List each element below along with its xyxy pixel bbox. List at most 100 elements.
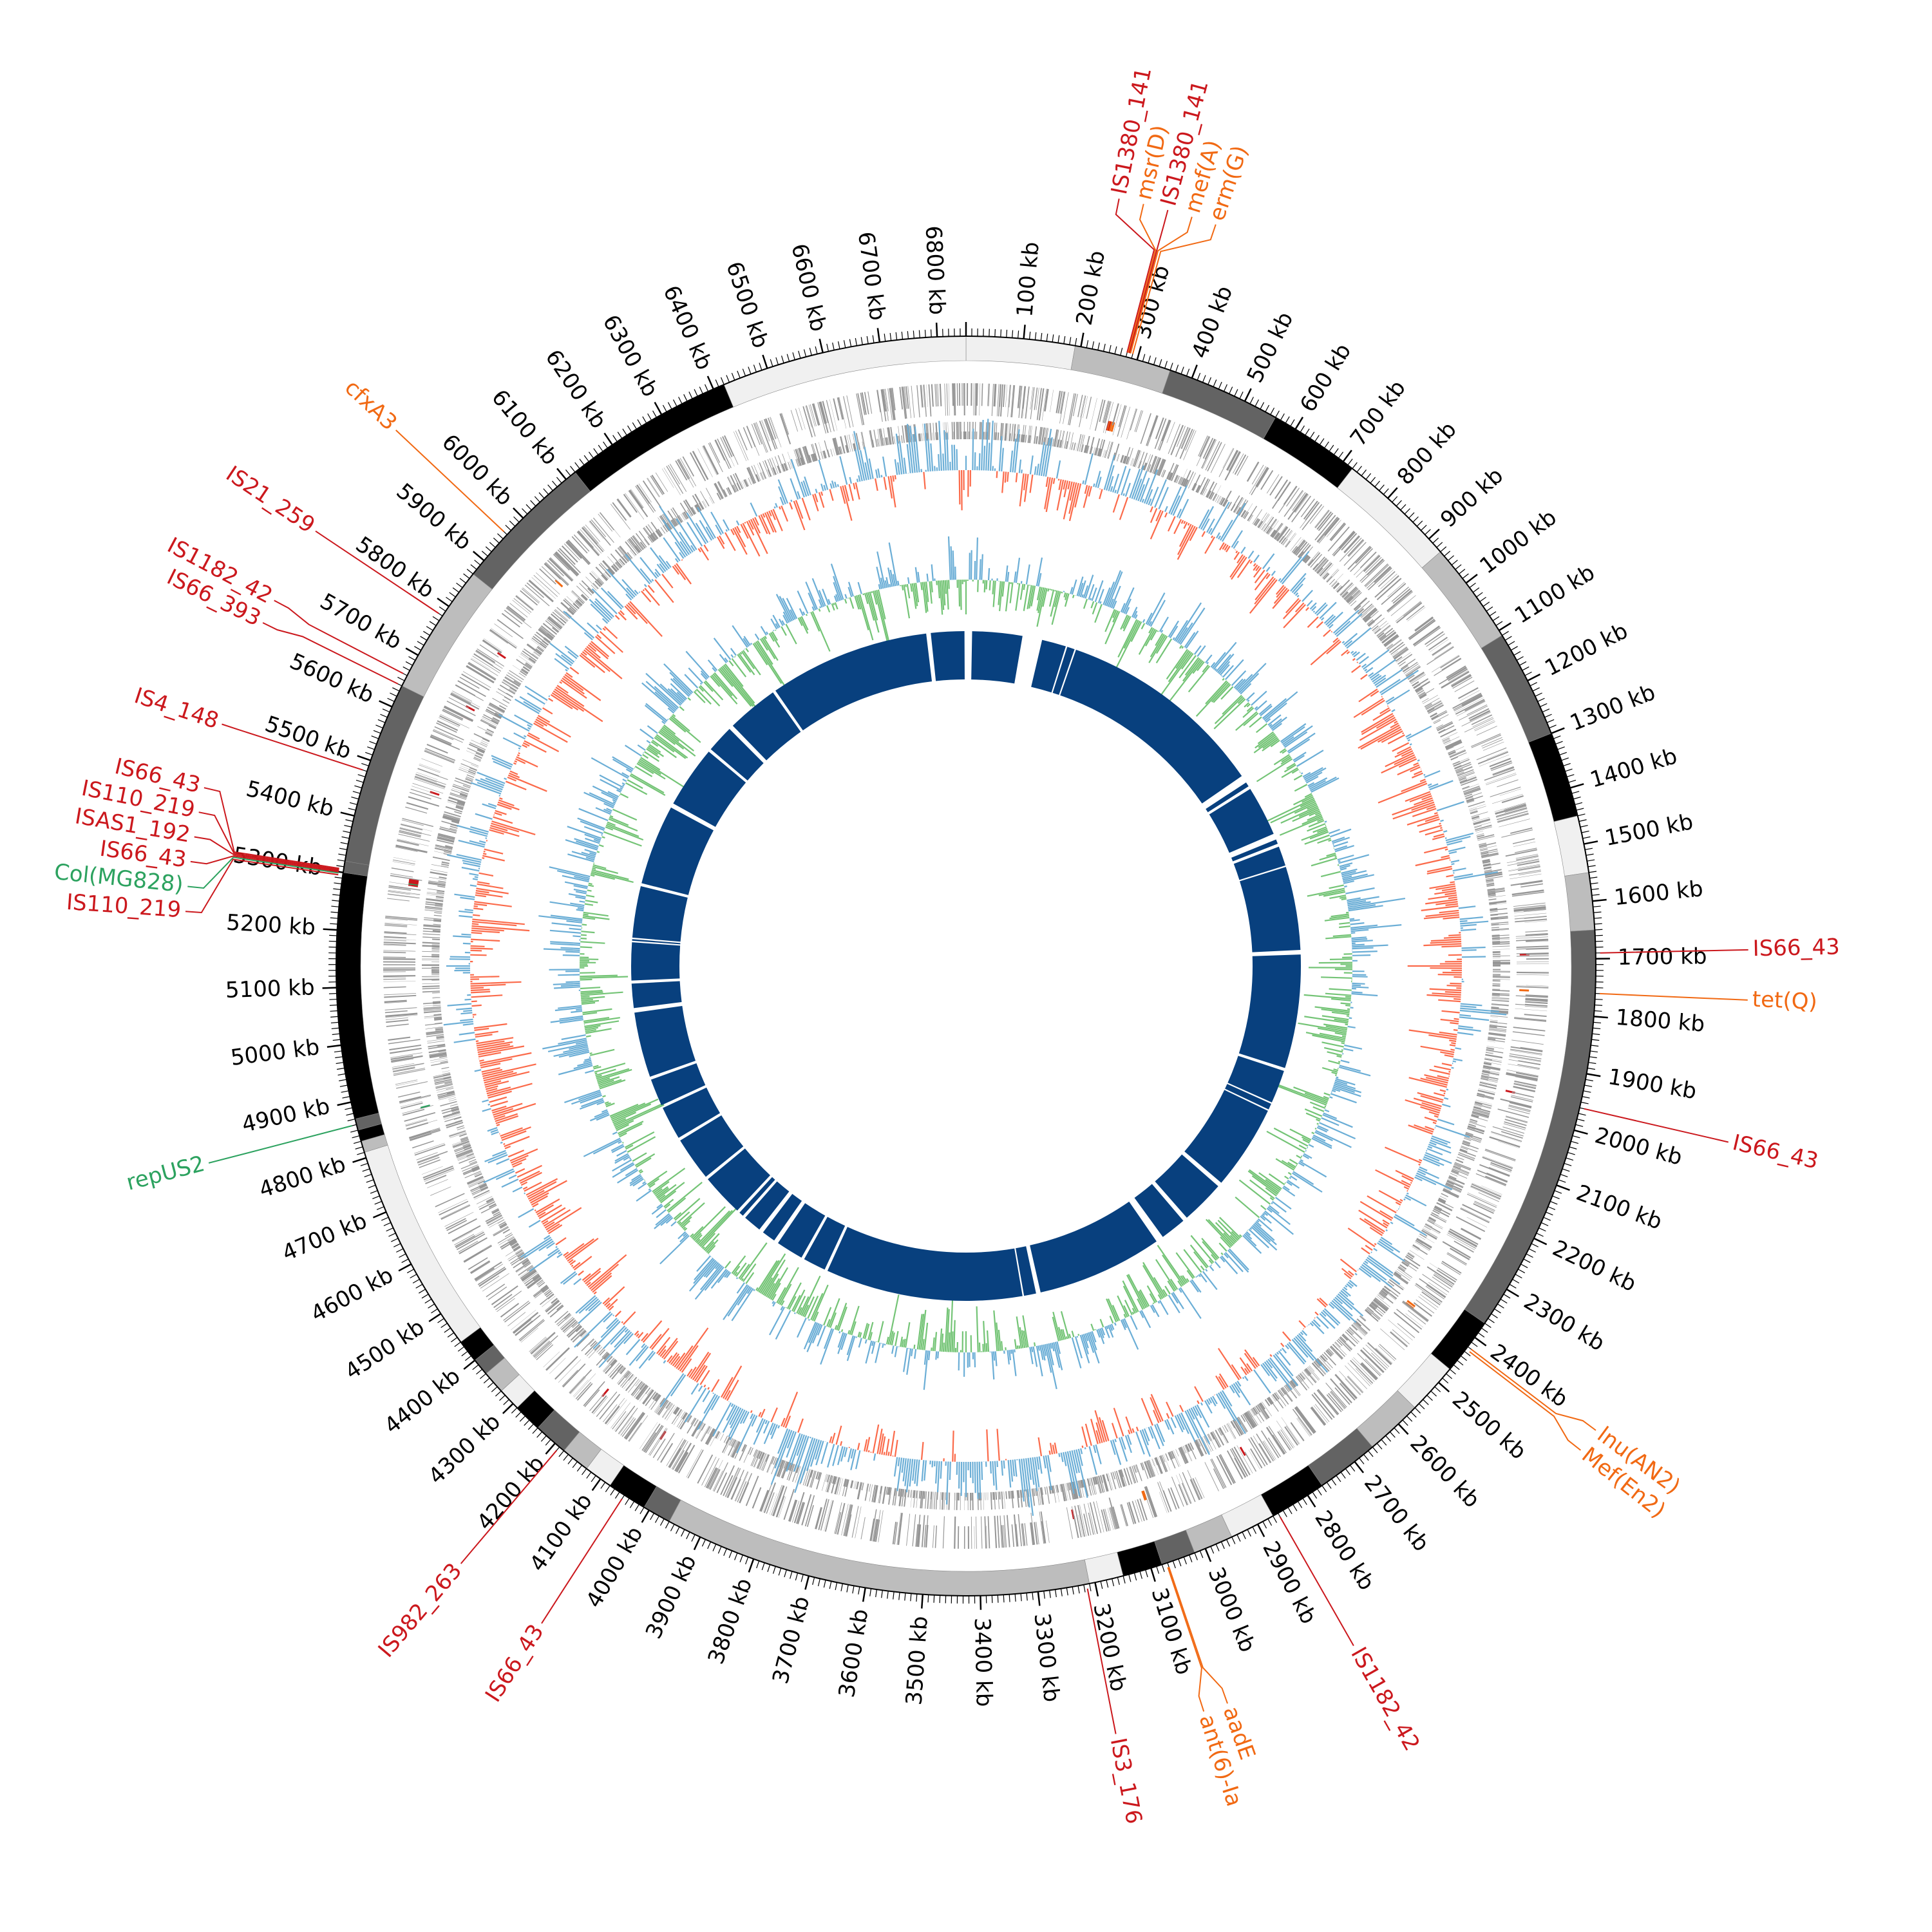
minor-tick: [1589, 1056, 1597, 1059]
minor-tick: [417, 641, 424, 646]
minor-tick: [373, 730, 381, 734]
gc-skew-positive: [443, 419, 1507, 1516]
feature-leader-line: [1167, 1567, 1205, 1712]
minor-tick: [1589, 871, 1597, 873]
minor-tick: [753, 365, 757, 372]
major-tick: [1387, 487, 1398, 499]
minor-tick: [339, 848, 347, 850]
major-tick: [1294, 417, 1304, 430]
minor-tick: [1425, 529, 1431, 535]
minor-tick: [1290, 419, 1295, 427]
minor-tick: [712, 1544, 717, 1551]
minor-tick: [368, 1184, 376, 1189]
minor-tick: [875, 1589, 878, 1598]
contig-segment: [965, 336, 1075, 370]
minor-tick: [1524, 671, 1532, 676]
minor-tick: [362, 1168, 370, 1172]
gc-content-above-mean: [538, 536, 1406, 1390]
minor-tick: [330, 911, 339, 913]
minor-tick: [393, 1243, 401, 1247]
major-tick: [1506, 1288, 1519, 1298]
minor-tick: [1430, 1390, 1437, 1397]
minor-tick: [1540, 1222, 1549, 1226]
minor-tick: [503, 1399, 509, 1405]
major-tick: [322, 987, 337, 989]
minor-tick: [715, 379, 719, 387]
minor-tick: [1509, 1283, 1517, 1289]
minor-tick: [1074, 337, 1077, 346]
blast-hit-block: [1231, 839, 1278, 862]
minor-tick: [532, 1427, 538, 1434]
minor-tick: [1595, 998, 1603, 1000]
tick-label: 4000 kb: [581, 1522, 648, 1613]
minor-tick: [1578, 819, 1587, 822]
minor-tick: [1557, 746, 1565, 750]
tick-label: 2500 kb: [1447, 1387, 1531, 1465]
blast-hit-block: [680, 1115, 744, 1177]
blast-hit-block: [745, 1181, 790, 1230]
minor-tick: [798, 350, 801, 359]
minor-tick: [392, 687, 400, 692]
major-tick: [921, 1594, 924, 1609]
blast-hit-block: [673, 752, 746, 828]
minor-tick: [1189, 1555, 1193, 1562]
minor-tick: [352, 791, 361, 794]
contig-segment: [1481, 635, 1552, 743]
minor-tick: [583, 455, 589, 462]
major-tick: [1465, 574, 1478, 584]
feature-marker: [408, 882, 419, 886]
minor-tick: [1568, 779, 1577, 783]
minor-tick: [335, 1056, 343, 1059]
minor-tick: [637, 419, 642, 427]
minor-tick: [823, 1580, 826, 1588]
minor-tick: [672, 399, 677, 407]
feature-marker: [1106, 421, 1112, 431]
minor-tick: [1537, 697, 1545, 702]
minor-tick: [829, 1581, 832, 1589]
contig-segment: [1528, 733, 1578, 822]
minor-tick: [1414, 1407, 1421, 1414]
minor-tick: [1265, 404, 1270, 412]
minor-tick: [348, 808, 356, 811]
minor-tick: [491, 1386, 498, 1392]
minor-tick: [353, 1141, 361, 1144]
minor-tick: [1247, 1529, 1251, 1537]
minor-tick: [366, 1179, 374, 1183]
tick-label: 1600 kb: [1613, 876, 1704, 911]
feature-marker: [408, 881, 419, 885]
minor-tick: [889, 332, 892, 341]
minor-tick: [837, 341, 840, 349]
minor-tick: [332, 1039, 341, 1041]
minor-tick: [1448, 555, 1454, 561]
minor-tick: [1489, 611, 1497, 616]
major-tick: [545, 1443, 556, 1455]
tick-label: 5500 kb: [261, 711, 354, 764]
minor-tick: [1316, 1488, 1322, 1496]
minor-tick: [1528, 1248, 1536, 1253]
minor-tick: [1569, 1146, 1577, 1150]
tick-label: 4300 kb: [424, 1409, 506, 1490]
minor-tick: [887, 1591, 889, 1599]
minor-tick: [530, 500, 536, 507]
minor-tick: [1522, 666, 1530, 671]
tick-label: 800 kb: [1392, 417, 1462, 490]
minor-tick: [1069, 337, 1072, 345]
tick-label: 400 kb: [1187, 282, 1238, 362]
tick-label: 3600 kb: [834, 1607, 874, 1700]
minor-tick: [329, 998, 337, 1000]
minor-tick: [432, 616, 440, 621]
minor-tick: [1202, 375, 1206, 383]
minor-tick: [1451, 560, 1458, 565]
feature-leader-line: [1128, 209, 1169, 354]
contig-segment: [1117, 1540, 1162, 1577]
minor-tick: [705, 384, 709, 392]
minor-tick: [1285, 416, 1290, 424]
minor-tick: [361, 762, 369, 766]
minor-tick: [365, 752, 373, 755]
minor-tick: [449, 592, 456, 598]
minor-tick: [1583, 1090, 1591, 1093]
tick-label: 2400 kb: [1485, 1339, 1573, 1412]
minor-tick: [336, 1062, 344, 1065]
minor-tick: [431, 1308, 438, 1314]
